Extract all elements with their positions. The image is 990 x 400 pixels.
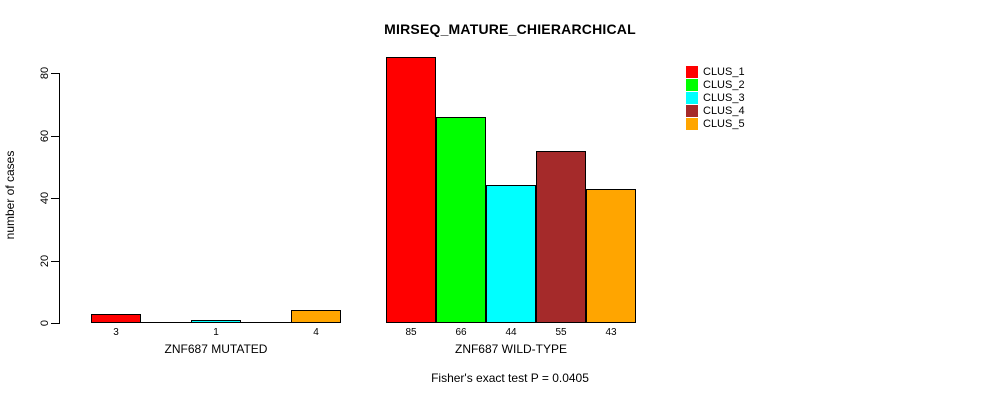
annotation-text: Fisher's exact test P = 0.0405 <box>431 371 589 385</box>
bar-clus_3-group1 <box>191 320 241 323</box>
legend-swatch-icon <box>686 79 698 91</box>
bar-value-label: 44 <box>505 327 517 338</box>
bar-clus_2-group1 <box>141 322 191 323</box>
y-tick-label: 40 <box>39 191 51 205</box>
legend-row: CLUS_2 <box>686 79 745 91</box>
bar-clus_1-group1 <box>91 314 141 323</box>
legend-row: CLUS_1 <box>686 66 745 78</box>
bar-clus_2-group2 <box>436 117 486 323</box>
bar-value-label: 4 <box>313 327 319 338</box>
y-tick-label: 80 <box>39 66 51 80</box>
legend-label: CLUS_5 <box>703 118 745 130</box>
bar-value-label: 66 <box>455 327 467 338</box>
legend-row: CLUS_3 <box>686 92 745 104</box>
bar-clus_5-group2 <box>586 189 636 323</box>
group-axis-label: ZNF687 MUTATED <box>164 342 268 356</box>
legend-swatch-icon <box>686 66 698 78</box>
legend-swatch-icon <box>686 105 698 117</box>
legend-label: CLUS_3 <box>703 92 745 104</box>
y-tick-label: 0 <box>39 319 51 327</box>
group-axis-label: ZNF687 WILD-TYPE <box>454 342 568 356</box>
y-tick <box>51 260 59 262</box>
y-tick <box>51 323 59 324</box>
bar-value-label: 43 <box>605 327 617 338</box>
bar-value-label: 55 <box>555 327 567 338</box>
bar-value-label: 85 <box>405 327 417 338</box>
bar-clus_3-group2 <box>486 185 536 323</box>
bar-value-label: 3 <box>113 327 119 338</box>
legend-label: CLUS_2 <box>703 79 745 91</box>
y-tick-label: 20 <box>39 254 51 267</box>
y-tick <box>51 73 59 74</box>
y-axis-line <box>59 73 60 324</box>
legend-label: CLUS_1 <box>703 66 745 78</box>
legend-swatch-icon <box>686 92 698 104</box>
y-tick <box>51 135 59 137</box>
bar-clus_4-group1 <box>241 322 291 323</box>
bar-clus_4-group2 <box>536 151 586 323</box>
bar-clus_1-group2 <box>386 57 436 323</box>
bar-clus_5-group1 <box>291 310 341 323</box>
y-tick-label: 60 <box>39 129 51 142</box>
y-tick <box>51 198 59 199</box>
legend-row: CLUS_5 <box>686 118 745 130</box>
bar-value-label: 1 <box>213 327 219 338</box>
legend-label: CLUS_4 <box>703 105 745 117</box>
legend: CLUS_1 CLUS_2 CLUS_3 CLUS_4 CLUS_5 <box>686 66 745 131</box>
chart-title: MIRSEQ_MATURE_CHIERARCHICAL <box>384 21 636 37</box>
legend-swatch-icon <box>686 118 698 130</box>
legend-row: CLUS_4 <box>686 105 745 117</box>
